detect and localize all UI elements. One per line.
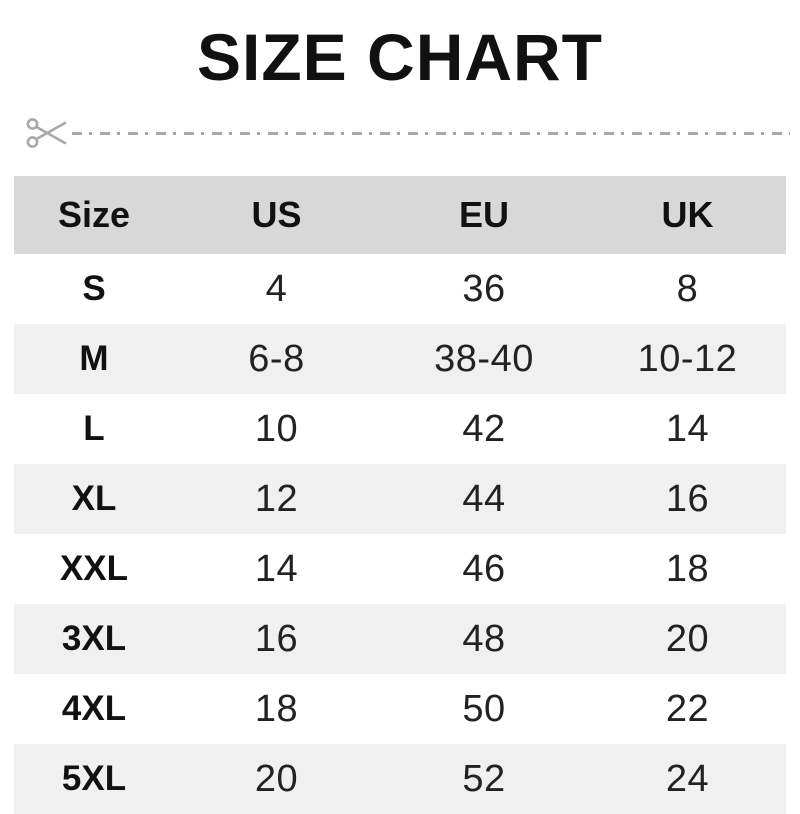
uk-cell: 16 [665, 477, 710, 520]
table-row-m: M 6-8 38-40 10-12 [14, 324, 786, 394]
uk-cell: 8 [676, 267, 699, 310]
table-header-row: Size US EU UK [14, 176, 786, 254]
header-eu: EU [458, 194, 509, 235]
size-cell: 3XL [61, 619, 127, 658]
size-cell: XXL [59, 549, 129, 588]
table-row-xxl: XXL 14 46 18 [14, 534, 786, 604]
us-cell: 6-8 [248, 337, 305, 380]
table-row-xl: XL 12 44 16 [14, 464, 786, 534]
page-title: SIZE CHART [197, 20, 603, 94]
us-cell: 4 [265, 267, 288, 310]
eu-cell: 50 [462, 687, 506, 730]
uk-cell: 24 [665, 757, 710, 800]
uk-cell: 22 [665, 687, 710, 730]
uk-cell: 10-12 [637, 337, 738, 380]
us-cell: 14 [254, 547, 299, 590]
eu-cell: 44 [462, 477, 506, 520]
scissors-icon [26, 118, 67, 148]
uk-cell: 18 [665, 547, 710, 590]
header-uk: UK [661, 194, 714, 235]
table-row-s: S 4 36 8 [14, 254, 786, 324]
us-cell: 20 [254, 757, 299, 800]
table-row-5xl: 5XL 20 52 24 [14, 744, 786, 814]
table-row-4xl: 4XL 18 50 22 [14, 674, 786, 744]
header-us: US [251, 194, 302, 235]
us-cell: 18 [254, 687, 299, 730]
eu-cell: 42 [462, 407, 506, 450]
header-size: Size [57, 194, 131, 235]
eu-cell: 52 [462, 757, 506, 800]
us-cell: 12 [254, 477, 299, 520]
eu-cell: 46 [462, 547, 506, 590]
table-row-l: L 10 42 14 [14, 394, 786, 464]
eu-cell: 48 [462, 617, 506, 660]
eu-cell: 38-40 [434, 337, 534, 380]
us-cell: 16 [254, 617, 299, 660]
size-cell: 5XL [61, 759, 127, 798]
size-cell: L [83, 409, 105, 448]
dash-dot-line [72, 131, 790, 135]
size-cell: 4XL [61, 689, 127, 728]
table-row-3xl: 3XL 16 48 20 [14, 604, 786, 674]
size-cell: S [82, 269, 106, 308]
size-cell: M [79, 339, 109, 378]
uk-cell: 20 [665, 617, 710, 660]
us-cell: 10 [254, 407, 299, 450]
cut-line [26, 116, 790, 150]
uk-cell: 14 [665, 407, 710, 450]
size-cell: XL [71, 479, 117, 518]
size-table: Size US EU UK S 4 36 8 M 6-8 38-40 10-12… [14, 176, 786, 814]
eu-cell: 36 [462, 267, 506, 310]
